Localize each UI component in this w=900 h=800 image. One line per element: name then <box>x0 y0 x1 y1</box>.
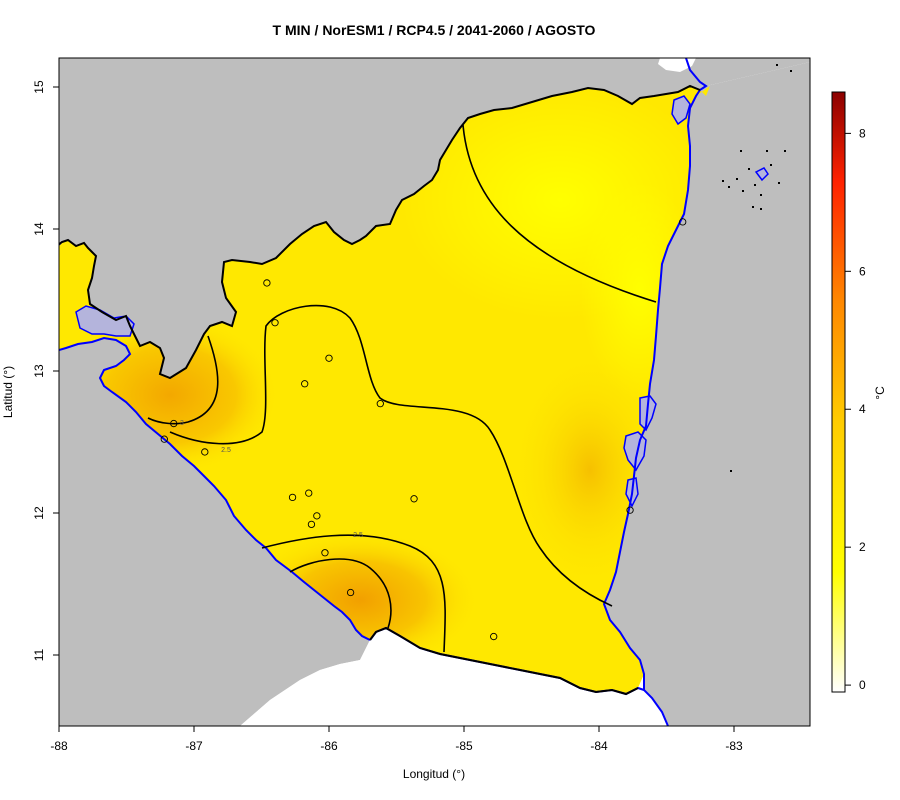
contour-line <box>169 304 613 607</box>
station-marker <box>410 495 418 503</box>
costa-rica-white <box>240 628 668 726</box>
station-marker <box>376 400 384 408</box>
y-axis-title: Latitud (°) <box>1 366 15 418</box>
coastline <box>59 336 371 641</box>
pacific-grey <box>59 338 370 726</box>
x-axis: -88 -87 -86 -85 -84 -83 <box>50 726 743 753</box>
x-tick-label: -86 <box>320 739 338 753</box>
contour-label: 2.5 <box>221 447 231 454</box>
national-border <box>369 626 639 696</box>
contour-line <box>289 558 392 629</box>
station-marker <box>301 380 309 388</box>
honduras-land <box>59 58 810 378</box>
map-panel: 2.5 3 2.5 <box>59 58 810 726</box>
colorbar-tick-label: 8 <box>859 126 866 140</box>
station-marker <box>325 354 333 362</box>
plot-title: T MIN / NorESM1 / RCP4.5 / 2041-2060 / A… <box>273 22 596 38</box>
station-marker <box>679 218 687 226</box>
y-tick-label: 14 <box>32 222 46 236</box>
station-marker <box>346 588 355 597</box>
colorbar-tick-label: 0 <box>859 678 866 692</box>
national-border <box>59 84 701 380</box>
station-marker <box>307 520 316 529</box>
stations-layer <box>160 218 687 641</box>
station-marker <box>313 512 321 520</box>
x-tick-label: -83 <box>725 739 743 753</box>
contour-line <box>261 534 446 653</box>
plot-frame <box>58 57 811 727</box>
station-marker <box>263 279 271 287</box>
colorbar-unit: °C <box>873 386 887 400</box>
colorbar-gradient <box>831 91 846 693</box>
station-marker <box>160 435 168 443</box>
station-marker <box>288 493 297 502</box>
lake <box>671 95 691 126</box>
contour-line <box>462 124 657 303</box>
station-marker <box>170 419 178 428</box>
y-tick-label: 13 <box>32 364 46 378</box>
contour-label: 2.5 <box>353 532 363 539</box>
x-tick-label: -84 <box>590 739 608 753</box>
x-tick-label: -87 <box>185 739 203 753</box>
x-axis-title: Longitud (°) <box>403 767 465 781</box>
contour-line <box>147 335 219 425</box>
contour-label: 3 <box>180 420 184 427</box>
station-marker <box>321 549 329 557</box>
colorbar-tick-label: 4 <box>859 402 866 416</box>
y-tick-label: 15 <box>32 80 46 94</box>
x-tick-label: -85 <box>455 739 473 753</box>
lake <box>754 167 769 182</box>
y-axis: 15 14 13 12 11 <box>32 80 59 661</box>
y-tick-label: 11 <box>32 648 46 661</box>
colorbar-ticks: 0 2 4 6 8 <box>845 126 866 692</box>
station-marker <box>626 506 634 514</box>
station-marker <box>201 448 209 456</box>
station-marker <box>490 632 498 641</box>
coastline <box>602 58 708 726</box>
station-marker <box>271 319 279 327</box>
y-tick-label: 12 <box>32 506 46 520</box>
colorbar: 0 2 4 6 8 °C <box>831 91 887 693</box>
colorbar-tick-label: 2 <box>859 540 866 554</box>
caribbean-grey <box>604 62 810 726</box>
caribbean-cays <box>722 64 792 472</box>
colorbar-tick-label: 6 <box>859 264 866 278</box>
station-marker <box>305 489 313 497</box>
x-tick-label: -88 <box>50 739 68 753</box>
